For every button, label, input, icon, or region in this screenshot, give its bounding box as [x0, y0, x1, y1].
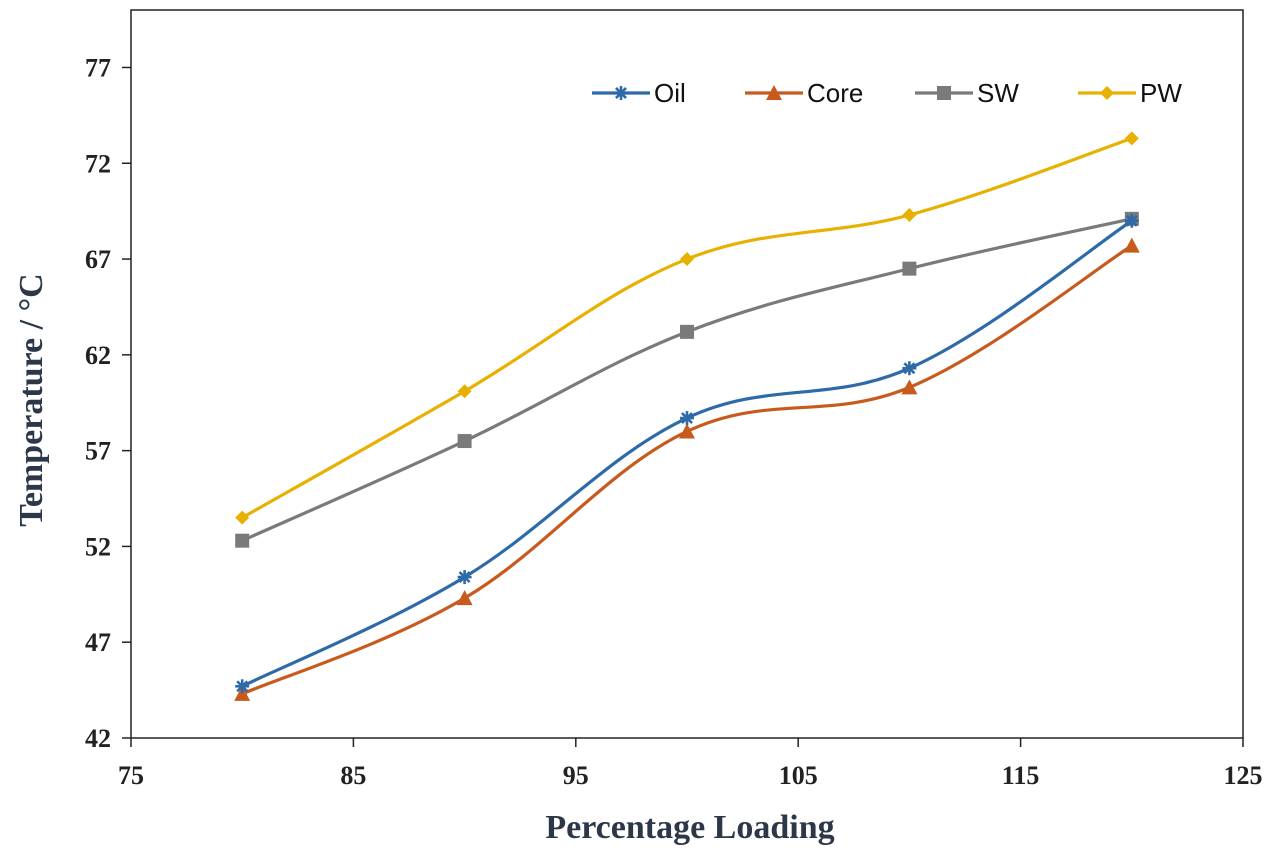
data-point-core	[1123, 237, 1140, 253]
series-core	[234, 237, 1140, 701]
legend-marker-core	[766, 85, 782, 100]
data-point-pw	[902, 207, 917, 222]
x-axis-title: Percentage Loading	[545, 809, 834, 846]
legend-label-oil: Oil	[654, 78, 686, 108]
data-point-pw	[235, 510, 250, 525]
legend-item-sw: SW	[915, 78, 1019, 108]
series-line-oil	[241, 219, 1133, 688]
data-point-pw	[1124, 131, 1139, 146]
legend-marker-pw	[1100, 86, 1114, 100]
legend-marker-sw	[937, 86, 951, 100]
series-pw	[235, 131, 1139, 525]
data-point-sw	[235, 533, 250, 548]
series-line-sw	[241, 217, 1133, 543]
data-point-oil	[235, 679, 250, 694]
y-tick-label: 62	[85, 341, 111, 370]
data-point-pw	[680, 252, 694, 267]
x-tick-label: 105	[779, 761, 818, 790]
x-tick-label: 85	[340, 761, 366, 790]
y-tick-label: 52	[85, 532, 111, 561]
y-tick-label: 67	[85, 245, 111, 274]
data-point-sw	[680, 324, 694, 339]
legend-label-pw: PW	[1140, 78, 1182, 108]
legend-label-core: Core	[807, 78, 863, 108]
data-point-oil	[1124, 213, 1139, 228]
x-tick-label: 95	[563, 761, 589, 790]
y-axis-title: Temperature / °C	[13, 273, 50, 526]
legend-item-oil: Oil	[592, 78, 686, 108]
legend-marker-oil	[614, 86, 628, 100]
legend-item-core: Core	[745, 78, 863, 108]
x-tick-label: 115	[1002, 761, 1040, 790]
data-point-oil	[680, 411, 694, 426]
series-oil	[235, 213, 1139, 694]
legend-label-sw: SW	[977, 78, 1019, 108]
data-point-core	[456, 590, 473, 606]
data-point-pw	[457, 384, 472, 399]
data-point-oil	[902, 361, 917, 376]
data-point-core	[901, 379, 918, 395]
data-point-core	[234, 685, 251, 701]
data-point-oil	[457, 570, 472, 585]
y-tick-label: 57	[85, 437, 111, 466]
y-tick-label: 42	[85, 724, 111, 753]
legend-item-pw: PW	[1078, 78, 1182, 108]
data-point-core	[679, 423, 695, 439]
y-tick-label: 77	[85, 53, 111, 82]
y-tick-label: 72	[85, 149, 111, 178]
x-tick-label: 75	[118, 761, 144, 790]
plot-frame	[130, 9, 1244, 739]
y-tick-label: 47	[85, 628, 111, 657]
data-point-sw	[457, 434, 472, 449]
x-tick-label: 125	[1224, 761, 1263, 790]
data-point-sw	[902, 261, 917, 276]
series-line-core	[241, 244, 1133, 696]
